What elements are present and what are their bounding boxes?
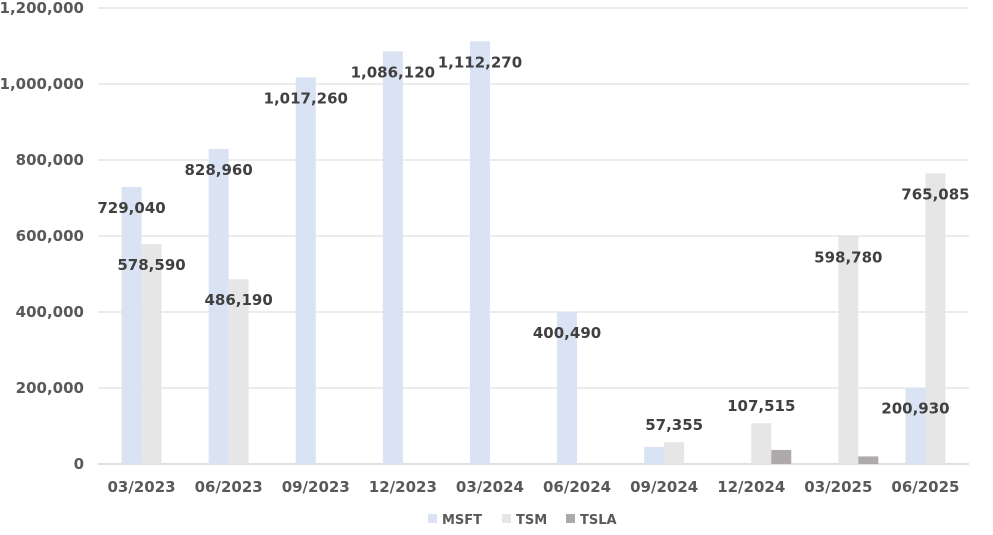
x-tick-label: 09/2024	[630, 478, 698, 496]
legend-swatch-tsla	[566, 514, 575, 523]
y-tick-label: 1,000,000	[0, 75, 84, 93]
x-tick-label: 03/2025	[804, 478, 872, 496]
data-label: 486,190	[204, 291, 272, 309]
bar-tsm-03-2025	[838, 236, 859, 464]
data-label: 57,355	[645, 416, 703, 434]
bar-tsla-12-2024	[771, 449, 792, 464]
data-label: 1,086,120	[351, 63, 435, 81]
data-label: 578,590	[117, 256, 185, 274]
legend-label-tsla: TSLA	[580, 513, 617, 528]
x-tick-label: 06/2024	[543, 478, 611, 496]
legend-swatch-msft	[428, 514, 437, 523]
bar-msft-03-2023	[121, 186, 142, 465]
data-label: 1,017,260	[264, 89, 348, 107]
data-label: 107,515	[727, 397, 795, 415]
x-tick-label: 03/2024	[456, 478, 524, 496]
x-tick-label: 12/2024	[717, 478, 785, 496]
bar-msft-06-2024	[557, 311, 578, 464]
legend-label-msft: MSFT	[442, 513, 482, 528]
bar-tsm-06-2025	[925, 173, 946, 464]
bar-tsm-12-2024	[751, 423, 772, 464]
x-axis: 03/2023 06/2023 09/2023 12/2023 03/2024 06/20…	[107, 478, 959, 496]
bar-msft-12-2023	[382, 51, 403, 464]
bar-tsm-09-2024	[664, 442, 685, 464]
y-tick-label: 600,000	[16, 227, 84, 245]
data-label: 1,112,270	[438, 53, 522, 71]
data-label: 400,490	[533, 324, 601, 342]
bars	[121, 41, 946, 465]
bar-msft-06-2023	[208, 148, 229, 465]
data-labels: 729,040 578,590 828,960 486,190 1,017,2601,0…	[97, 53, 969, 434]
legend-label-tsm: TSM	[516, 513, 547, 528]
data-label: 729,040	[97, 199, 165, 217]
y-tick-label: 1,200,000	[0, 0, 84, 17]
bar-msft-06-2025	[905, 387, 926, 464]
bar-tsm-06-2023	[228, 279, 249, 464]
bar-msft-09-2024	[644, 446, 665, 464]
data-label: 200,930	[881, 400, 949, 418]
bar-tsm-03-2023	[141, 244, 162, 464]
x-tick-label: 03/2023	[107, 478, 175, 496]
legend-swatch-tsm	[502, 514, 511, 523]
data-label: 765,085	[901, 185, 969, 203]
data-label: 598,780	[814, 248, 882, 266]
bar-tsla-03-2025	[858, 456, 879, 464]
y-tick-label: 800,000	[16, 151, 84, 169]
x-tick-label: 09/2023	[282, 478, 350, 496]
bar-msft-09-2023	[295, 77, 316, 465]
bar-msft-03-2024	[469, 41, 490, 464]
y-tick-label: 200,000	[16, 379, 84, 397]
y-tick-label: 400,000	[16, 303, 84, 321]
y-tick-label: 0	[74, 455, 84, 473]
x-tick-label: 06/2025	[891, 478, 959, 496]
data-label: 828,960	[184, 161, 252, 179]
x-tick-label: 12/2023	[369, 478, 437, 496]
y-axis: 0 200,000 400,000 600,000 800,000 1,000,000 1,…	[0, 0, 84, 473]
legend: MSFT TSM TSLA	[428, 513, 617, 528]
x-tick-label: 06/2023	[195, 478, 263, 496]
